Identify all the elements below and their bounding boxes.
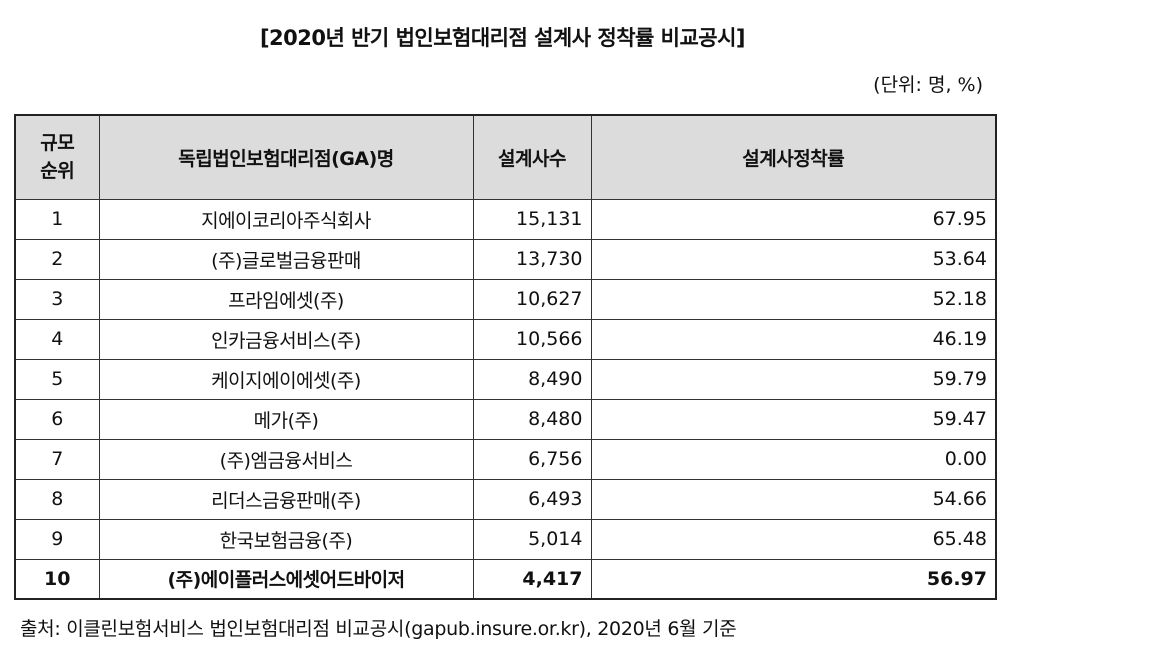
cell-retention-rate: 46.19 xyxy=(590,318,997,360)
cell-rank: 4 xyxy=(14,318,100,360)
cell-retention-rate: 65.48 xyxy=(590,518,997,560)
cell-rank: 6 xyxy=(14,398,100,440)
table-row: 2 (주)글로벌금융판매 13,730 53.64 xyxy=(14,238,997,280)
cell-ga-name: 지에이코리아주식회사 xyxy=(98,198,474,240)
header-rank-line2: 순위 xyxy=(40,160,75,183)
ga-retention-table: 규모 순위 독립법인보험대리점(GA)명 설계사수 설계사정착률 1 지에이코리아… xyxy=(14,114,997,600)
cell-agent-count: 15,131 xyxy=(472,198,592,240)
cell-retention-rate: 59.79 xyxy=(590,358,997,400)
header-rank-line1: 규모 xyxy=(40,131,75,154)
cell-agent-count: 8,480 xyxy=(472,398,592,440)
cell-ga-name: 메가(주) xyxy=(98,398,474,440)
cell-retention-rate: 0.00 xyxy=(590,438,997,480)
source-note: 출처: 이클린보험서비스 법인보험대리점 비교공시(gapub.insure.o… xyxy=(20,618,737,640)
cell-agent-count: 6,756 xyxy=(472,438,592,480)
cell-agent-count: 4,417 xyxy=(472,558,592,600)
cell-rank: 8 xyxy=(14,478,100,520)
cell-ga-name: 리더스금융판매(주) xyxy=(98,478,474,520)
cell-ga-name: (주)엠금융서비스 xyxy=(98,438,474,480)
cell-retention-rate: 54.66 xyxy=(590,478,997,520)
cell-ga-name: 인카금융서비스(주) xyxy=(98,318,474,360)
header-ga-name: 독립법인보험대리점(GA)명 xyxy=(98,114,474,200)
cell-rank: 3 xyxy=(14,278,100,320)
table-row: 4 인카금융서비스(주) 10,566 46.19 xyxy=(14,318,997,360)
cell-ga-name: 프라임에셋(주) xyxy=(98,278,474,320)
cell-ga-name: 한국보험금융(주) xyxy=(98,518,474,560)
cell-retention-rate: 53.64 xyxy=(590,238,997,280)
cell-agent-count: 10,566 xyxy=(472,318,592,360)
document-title: [2020년 반기 법인보험대리점 설계사 정착률 비교공시] xyxy=(259,26,746,50)
table-body: 1 지에이코리아주식회사 15,131 67.95 2 (주)글로벌금융판매 13,730 5… xyxy=(14,198,997,600)
table-header-row: 규모 순위 독립법인보험대리점(GA)명 설계사수 설계사정착률 xyxy=(14,114,997,200)
cell-rank: 2 xyxy=(14,238,100,280)
table-row: 8 리더스금융판매(주) 6,493 54.66 xyxy=(14,478,997,520)
cell-rank: 1 xyxy=(14,198,100,240)
table-row: 9 한국보험금융(주) 5,014 65.48 xyxy=(14,518,997,560)
table-row: 3 프라임에셋(주) 10,627 52.18 xyxy=(14,278,997,320)
cell-retention-rate: 67.95 xyxy=(590,198,997,240)
cell-rank: 7 xyxy=(14,438,100,480)
cell-agent-count: 8,490 xyxy=(472,358,592,400)
table-row: 5 케이지에이에셋(주) 8,490 59.79 xyxy=(14,358,997,400)
table-row: 6 메가(주) 8,480 59.47 xyxy=(14,398,997,440)
cell-rank: 9 xyxy=(14,518,100,560)
header-rank: 규모 순위 xyxy=(14,114,100,200)
table-row: 10 (주)에이플러스에셋어드바이저 4,417 56.97 xyxy=(14,558,997,600)
table-row: 7 (주)엠금융서비스 6,756 0.00 xyxy=(14,438,997,480)
cell-agent-count: 13,730 xyxy=(472,238,592,280)
cell-retention-rate: 56.97 xyxy=(590,558,997,600)
cell-retention-rate: 59.47 xyxy=(590,398,997,440)
cell-retention-rate: 52.18 xyxy=(590,278,997,320)
cell-agent-count: 10,627 xyxy=(472,278,592,320)
cell-rank: 5 xyxy=(14,358,100,400)
cell-agent-count: 6,493 xyxy=(472,478,592,520)
cell-ga-name: 케이지에이에셋(주) xyxy=(98,358,474,400)
unit-note: (단위: 명, %) xyxy=(873,74,983,96)
cell-agent-count: 5,014 xyxy=(472,518,592,560)
header-agent-count: 설계사수 xyxy=(472,114,592,200)
cell-ga-name: (주)에이플러스에셋어드바이저 xyxy=(98,558,474,600)
cell-ga-name: (주)글로벌금융판매 xyxy=(98,238,474,280)
cell-rank: 10 xyxy=(14,558,100,600)
header-retention-rate: 설계사정착률 xyxy=(590,114,997,200)
table-row: 1 지에이코리아주식회사 15,131 67.95 xyxy=(14,198,997,240)
